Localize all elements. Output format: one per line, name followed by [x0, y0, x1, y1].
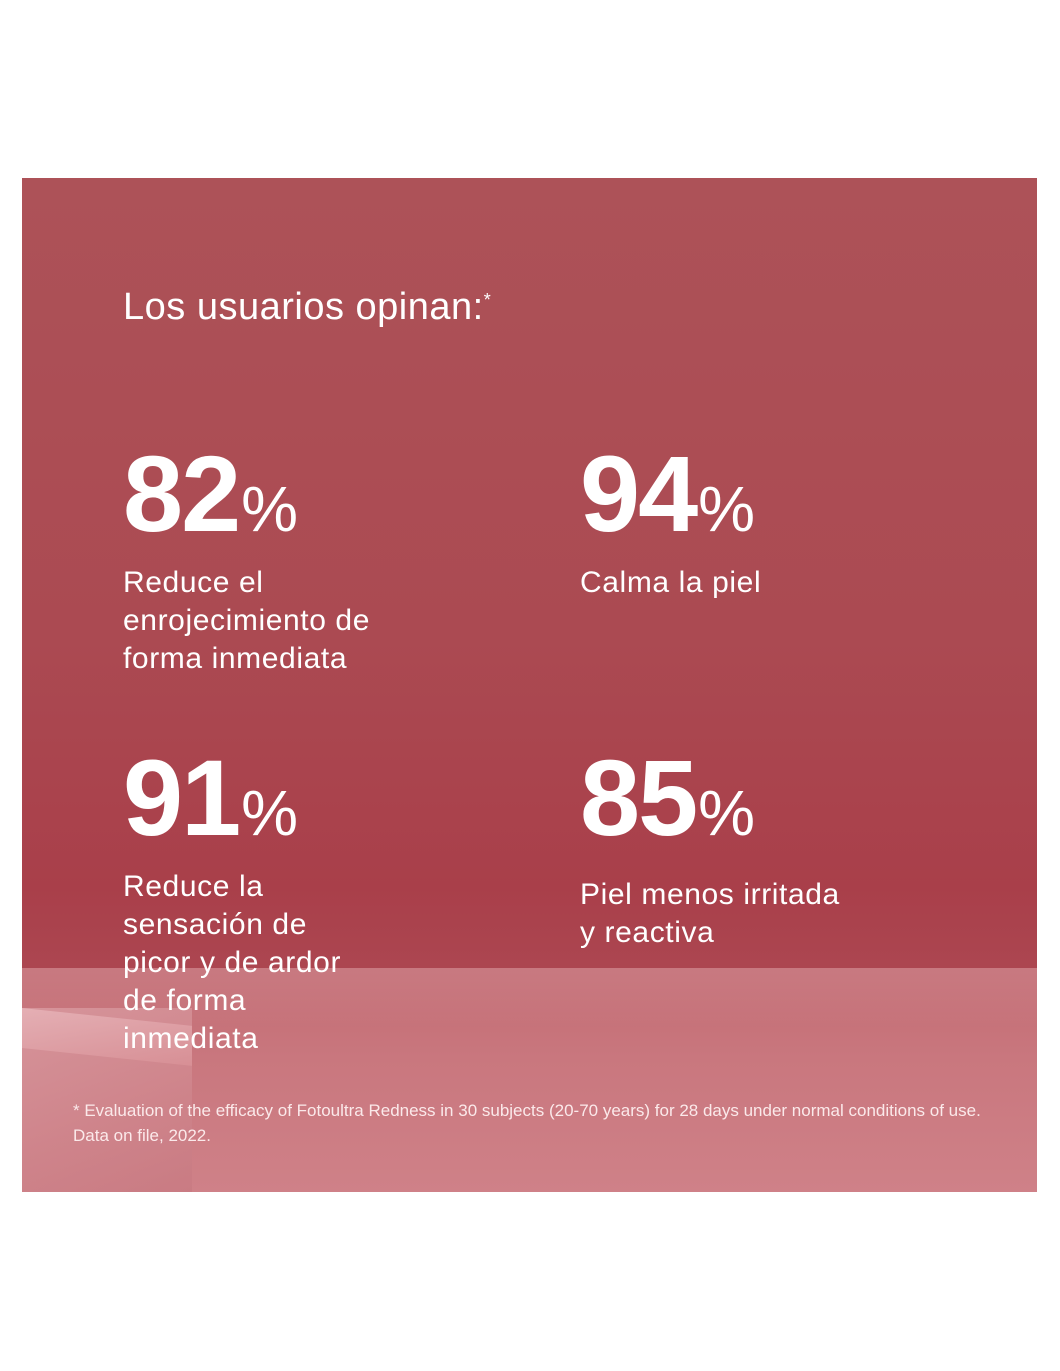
stat-description: Calma la piel	[580, 566, 762, 599]
title-asterisk: *	[483, 290, 492, 310]
footnote: * Evaluation of the efficacy of Fotoultr…	[73, 1101, 981, 1145]
stat-description: Reduce el enrojecimiento de forma inmedi…	[123, 566, 371, 675]
stat-description: Reduce la sensación de picor y de ardor …	[123, 870, 342, 1055]
title-text: Los usuarios opinan:	[123, 286, 484, 328]
promo-panel: Los usuarios opinan:* 82% Reduce el enro…	[22, 178, 1037, 1192]
stat-value: 85%	[580, 737, 756, 858]
stat-82: 82% Reduce el enrojecimiento de forma in…	[123, 440, 370, 678]
stat-value: 91%	[123, 737, 299, 858]
panel-title: Los usuarios opinan:*	[123, 286, 491, 329]
stat-value: 82%	[123, 433, 299, 554]
stat-91: 91% Reduce la sensación de picor y de ar…	[123, 744, 341, 1058]
stat-value: 94%	[580, 433, 756, 554]
stat-94: 94% Calma la piel	[580, 440, 761, 602]
stat-description: Piel menos irritada y reactiva	[580, 878, 840, 949]
stat-85: 85% Piel menos irritada y reactiva	[580, 744, 840, 952]
